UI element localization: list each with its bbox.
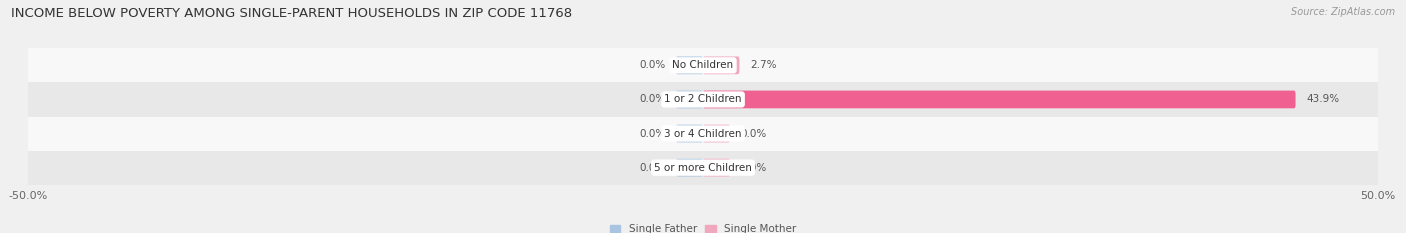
FancyBboxPatch shape <box>676 125 703 142</box>
Bar <box>28 82 1378 116</box>
Text: 0.0%: 0.0% <box>638 60 665 70</box>
FancyBboxPatch shape <box>703 159 730 177</box>
Text: 0.0%: 0.0% <box>638 94 665 104</box>
Text: Source: ZipAtlas.com: Source: ZipAtlas.com <box>1291 7 1395 17</box>
Text: 3 or 4 Children: 3 or 4 Children <box>664 129 742 139</box>
Text: INCOME BELOW POVERTY AMONG SINGLE-PARENT HOUSEHOLDS IN ZIP CODE 11768: INCOME BELOW POVERTY AMONG SINGLE-PARENT… <box>11 7 572 20</box>
Text: 2.7%: 2.7% <box>751 60 776 70</box>
FancyBboxPatch shape <box>676 91 703 108</box>
Text: No Children: No Children <box>672 60 734 70</box>
Text: 1 or 2 Children: 1 or 2 Children <box>664 94 742 104</box>
Bar <box>28 151 1378 185</box>
FancyBboxPatch shape <box>676 56 703 74</box>
Text: 0.0%: 0.0% <box>638 129 665 139</box>
FancyBboxPatch shape <box>676 159 703 177</box>
Text: 5 or more Children: 5 or more Children <box>654 163 752 173</box>
FancyBboxPatch shape <box>703 125 730 142</box>
Text: 0.0%: 0.0% <box>638 163 665 173</box>
Bar <box>28 48 1378 82</box>
Text: 0.0%: 0.0% <box>741 163 768 173</box>
Legend: Single Father, Single Mother: Single Father, Single Mother <box>610 224 796 233</box>
FancyBboxPatch shape <box>703 91 1295 108</box>
Text: 43.9%: 43.9% <box>1306 94 1340 104</box>
Bar <box>28 116 1378 151</box>
Text: 0.0%: 0.0% <box>741 129 768 139</box>
FancyBboxPatch shape <box>703 56 740 74</box>
